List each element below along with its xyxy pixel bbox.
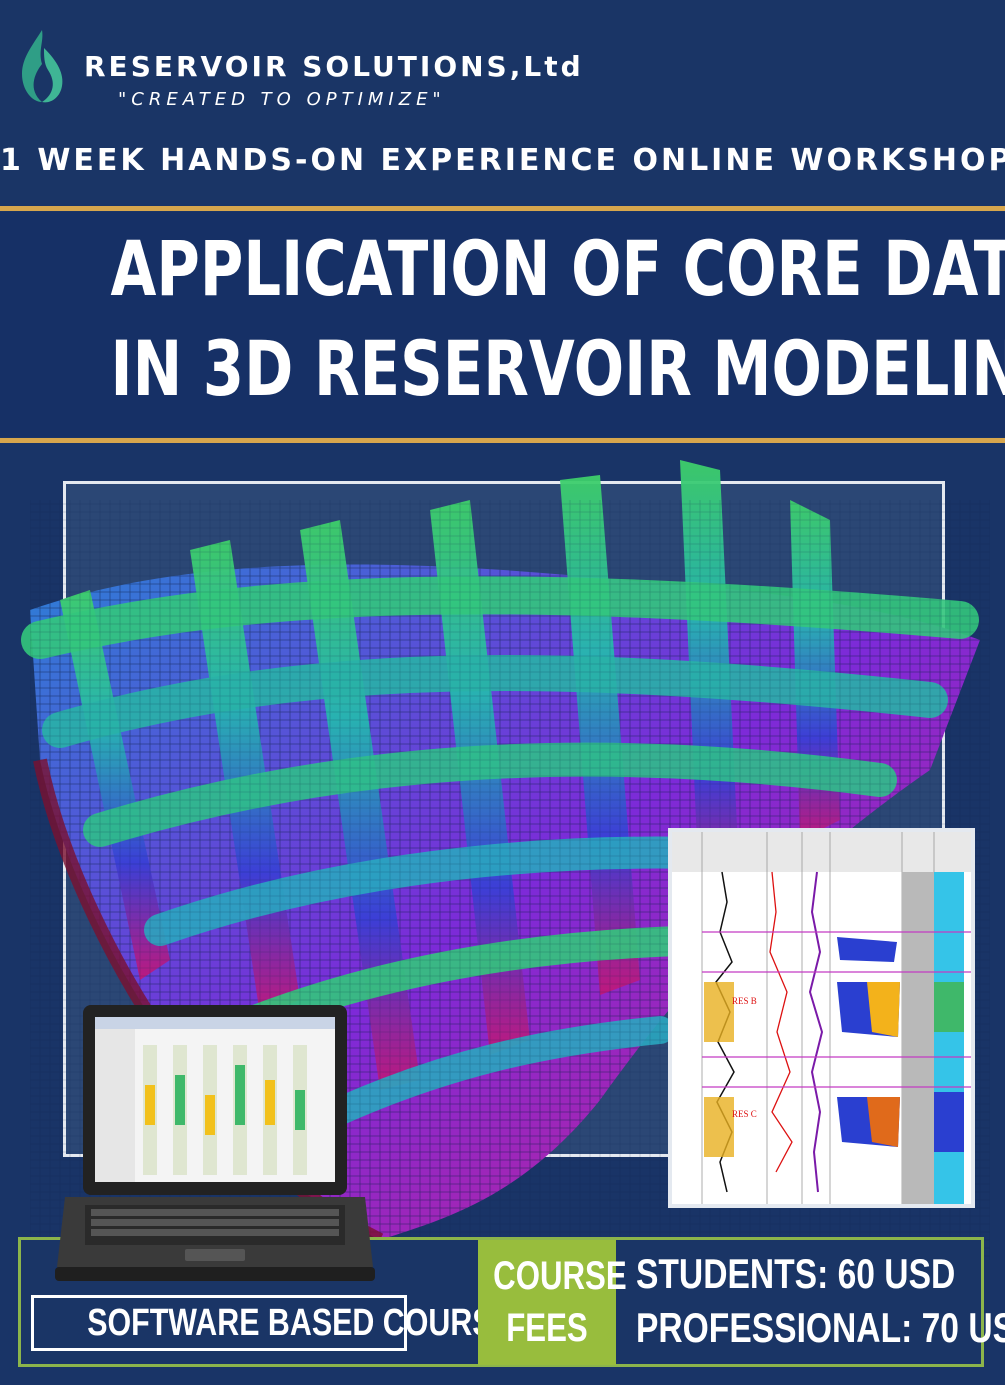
course-title-line-1: APPLICATION OF CORE DATA [110,224,1005,313]
res-c-label: RES C [732,1109,757,1119]
workshop-subtitle: 1 WEEK HANDS-ON EXPERIENCE ONLINE WORKSH… [0,143,1005,178]
header: RESERVOIR SOLUTIONS,Ltd "CREATED TO OPTI… [0,0,1005,205]
course-title-line-2: IN 3D RESERVOIR MODELING [110,324,1005,413]
bottom-gold-rule [0,438,1005,443]
course-fees-box: COURSE FEES [478,1240,627,1365]
course-fees-line-2: FEES [506,1306,588,1350]
well-log-panel: RES B RES C [668,828,975,1208]
course-fees-line-1: COURSE [493,1254,627,1298]
company-name: RESERVOIR SOLUTIONS,Ltd [84,50,584,83]
top-gold-rule [0,206,1005,211]
well-log-chart-image: RES B RES C [672,832,971,1204]
students-price: STUDENTS: 60 USD [636,1250,956,1297]
3d-reservoir-model-illustration [21,460,990,1260]
company-tagline: "CREATED TO OPTIMIZE" [118,89,446,110]
res-b-label: RES B [732,996,757,1006]
flame-logo-icon [22,30,63,103]
professional-price: PROFESSIONAL: 70 USD [636,1304,1005,1351]
software-based-course-label: SOFTWARE BASED COURSE [31,1295,513,1351]
laptop-icon [55,1005,375,1281]
title-band: APPLICATION OF CORE DATA IN 3D RESERVOIR… [0,212,1005,437]
